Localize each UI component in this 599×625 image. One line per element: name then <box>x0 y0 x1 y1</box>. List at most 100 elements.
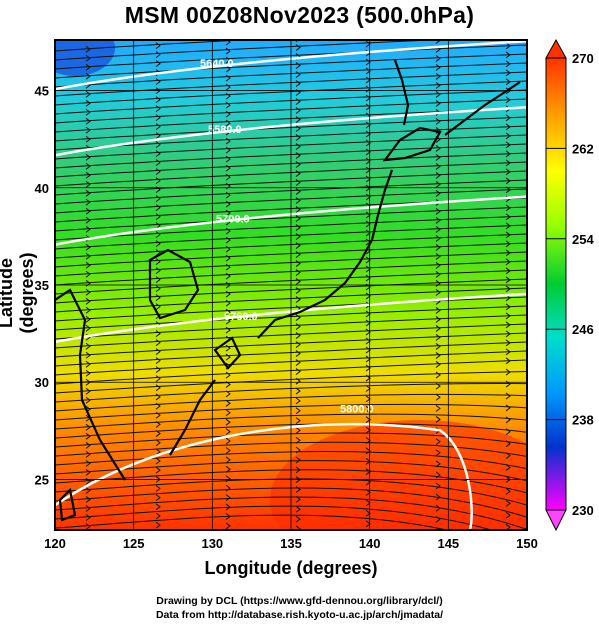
colorbar-label-262: 262 <box>572 141 594 156</box>
streamline-arrow <box>505 416 511 424</box>
streamline-arrow <box>225 209 231 217</box>
streamline-arrow <box>505 141 511 149</box>
streamline <box>55 323 527 349</box>
streamline-arrow <box>85 216 91 224</box>
streamline-arrow <box>225 200 231 208</box>
streamline-arrow <box>225 146 231 154</box>
streamline-arrow <box>505 213 511 221</box>
streamline-arrow <box>295 107 301 114</box>
y-tick-45: 45 <box>35 84 49 99</box>
streamline-arrow <box>225 245 231 253</box>
streamline-arrow <box>155 357 161 365</box>
streamline-arrow <box>225 173 231 181</box>
streamline-arrow <box>435 262 441 269</box>
streamline-arrow <box>435 190 441 197</box>
streamline <box>55 53 527 79</box>
streamline <box>55 382 527 403</box>
kyushu-coast <box>213 336 242 370</box>
streamline-arrow <box>155 78 161 86</box>
hokkaido-coast <box>382 126 442 162</box>
streamline-arrow <box>295 341 301 348</box>
streamline-arrow <box>435 307 441 314</box>
streamline-arrow <box>155 60 161 68</box>
streamline-arrow <box>155 494 161 502</box>
streamline-arrow <box>505 222 511 230</box>
height-contours <box>55 40 527 530</box>
y-tick-30: 30 <box>35 375 49 390</box>
streamline-arrow <box>295 387 301 395</box>
streamline-arrow <box>155 177 161 185</box>
streamline-arrow <box>435 361 441 368</box>
streamline-arrow <box>225 56 231 64</box>
streamline-arrow <box>155 421 161 428</box>
ryukyu-islands <box>169 379 216 456</box>
streamline-arrow <box>155 366 161 374</box>
streamline-arrow <box>155 294 161 302</box>
streamline <box>55 505 493 530</box>
streamline-arrow <box>295 417 301 424</box>
streamline-arrow <box>85 487 91 494</box>
streamline <box>55 44 527 70</box>
streamline-arrow <box>85 153 91 161</box>
streamline-arrow <box>505 168 511 176</box>
streamline-arrow <box>85 423 91 431</box>
streamline-arrow <box>225 290 231 298</box>
streamline-arrow <box>155 258 161 266</box>
streamline <box>55 314 527 340</box>
streamline-arrow <box>155 195 161 203</box>
streamline-arrow <box>506 536 510 542</box>
streamline <box>55 451 527 470</box>
streamline-arrow <box>505 368 511 376</box>
streamline-arrow <box>85 99 91 107</box>
streamline-arrow <box>295 251 301 258</box>
streamline-arrow <box>85 225 91 233</box>
streamline-arrow <box>225 101 231 109</box>
streamline <box>55 179 527 205</box>
streamline-arrow <box>155 159 161 167</box>
contour-label: 5580.0 <box>208 124 242 136</box>
streamline-arrow <box>295 296 301 303</box>
streamline <box>55 134 527 160</box>
streamline <box>55 341 527 367</box>
streamline <box>55 62 527 88</box>
streamline-arrow <box>435 460 441 468</box>
x-tick-130: 130 <box>201 536 223 551</box>
streamline-arrow <box>155 96 161 104</box>
streamline-arrow <box>435 55 441 62</box>
map-title: MSM 00Z08Nov2023 (500.0hPa) <box>124 2 475 28</box>
streamline-arrow <box>225 326 231 334</box>
streamline-arrow <box>505 330 511 338</box>
streamline <box>55 269 527 295</box>
streamline-arrow <box>505 357 511 365</box>
streamline-arrow <box>85 90 91 98</box>
y-tick-35: 35 <box>35 278 49 293</box>
streamline <box>55 423 527 439</box>
streamline-arrow <box>505 231 511 239</box>
colorbar: 270 262 254 246 238 230 <box>545 38 594 532</box>
streamline-arrow <box>435 244 441 251</box>
streamline-arrow <box>505 499 511 507</box>
streamline-arrow <box>505 204 511 212</box>
streamline-arrow <box>155 430 161 437</box>
contour-label: 5800.0 <box>340 403 374 415</box>
streamline-arrow <box>295 505 301 513</box>
streamline-arrow <box>435 118 441 125</box>
contour-line <box>55 292 527 344</box>
streamline-arrow <box>225 484 231 492</box>
colorbar-label-270: 270 <box>572 51 594 66</box>
streamline <box>55 89 527 115</box>
streamline-arrow <box>505 285 511 293</box>
streamline-arrow <box>85 387 91 395</box>
streamline-arrow <box>85 459 91 467</box>
x-tick-135: 135 <box>280 536 302 551</box>
streamline-arrow <box>295 98 301 105</box>
streamline-arrow <box>435 154 441 161</box>
streamline-arrow <box>225 254 231 262</box>
streamline-arrow <box>155 411 161 419</box>
streamline-arrow <box>155 330 161 338</box>
streamline-arrow <box>435 393 441 401</box>
streamline-arrow <box>505 392 511 400</box>
streamline-arrow <box>155 267 161 275</box>
streamline-arrow <box>155 384 161 392</box>
streamline-arrow <box>225 110 231 118</box>
